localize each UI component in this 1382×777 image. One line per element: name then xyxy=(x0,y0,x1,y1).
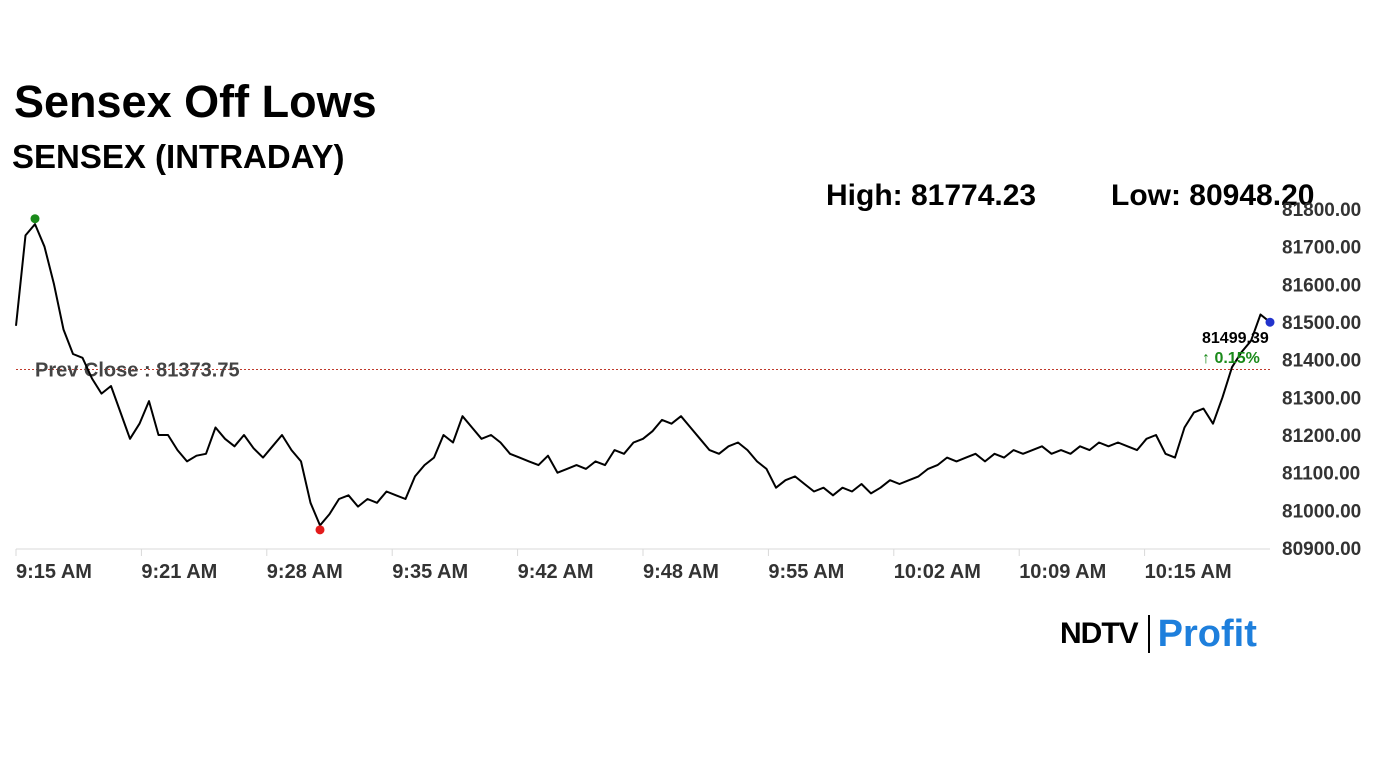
prev-close-label: Prev Close : 81373.75 xyxy=(35,360,240,382)
x-tick-label: 9:42 AM xyxy=(518,561,594,583)
high-stat: High: 81774.23 xyxy=(826,179,1037,212)
logo-profit-text: Profit xyxy=(1157,612,1257,655)
y-tick-label: 81200.00 xyxy=(1282,426,1361,447)
sensex-series-line xyxy=(15,223,1271,527)
y-tick-label: 81100.00 xyxy=(1282,464,1360,485)
low-marker xyxy=(315,525,325,535)
x-tick-label: 9:21 AM xyxy=(141,561,217,583)
x-tick-label: 9:35 AM xyxy=(392,561,468,583)
x-tick-label: 9:28 AM xyxy=(267,561,343,583)
y-tick-label: 81400.00 xyxy=(1282,351,1361,372)
high-marker xyxy=(30,214,40,224)
x-tick-label: 9:15 AM xyxy=(16,561,92,583)
y-tick-label: 81700.00 xyxy=(1282,238,1361,259)
logo-ndtv-text: NDTV xyxy=(1060,617,1139,650)
y-tick-label: 80900.00 xyxy=(1282,539,1361,560)
last-value-label: 81499.39 xyxy=(1202,330,1269,347)
logo-divider xyxy=(1147,615,1150,653)
y-tick-label: 81800.00 xyxy=(1282,200,1361,221)
y-tick-label: 81000.00 xyxy=(1282,501,1361,522)
x-tick-label: 10:15 AM xyxy=(1145,561,1232,583)
x-tick-label: 9:55 AM xyxy=(768,561,844,583)
x-tick-label: 10:09 AM xyxy=(1019,561,1106,583)
last-value-marker xyxy=(1265,317,1275,327)
x-tick-label: 10:02 AM xyxy=(894,561,981,583)
low-stat: Low: 80948.20 xyxy=(1111,179,1315,212)
y-tick-label: 81600.00 xyxy=(1282,275,1361,296)
x-tick-label: 9:48 AM xyxy=(643,561,719,583)
chart-subtitle: SENSEX (INTRADAY) xyxy=(12,138,345,175)
y-tick-label: 81300.00 xyxy=(1282,388,1361,409)
change-percent-label: ↑ 0.15% xyxy=(1202,350,1260,367)
chart-title: Sensex Off Lows xyxy=(14,76,377,127)
y-tick-label: 81500.00 xyxy=(1282,313,1361,334)
ndtv-profit-logo: NDTV Profit xyxy=(1060,612,1257,656)
